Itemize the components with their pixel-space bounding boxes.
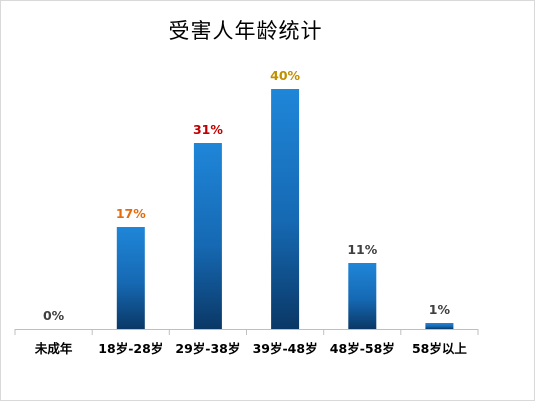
data-label-4: 40%	[270, 68, 300, 83]
data-label-3: 31%	[193, 122, 223, 137]
data-label-2: 17%	[116, 206, 146, 221]
x-tick-label-1: 未成年	[34, 341, 73, 356]
bar-6	[425, 323, 454, 329]
x-tick-label-5: 48岁-58岁	[330, 341, 395, 356]
bar-5	[348, 263, 377, 329]
data-label-6: 1%	[429, 302, 451, 317]
bar-3	[193, 143, 222, 329]
x-tick-label-4: 39岁-48岁	[253, 341, 318, 356]
bar-4	[271, 89, 300, 329]
x-tick-label-6: 58岁以上	[412, 341, 467, 356]
data-label-1: 0%	[43, 308, 65, 323]
x-tick-label-2: 18岁-28岁	[98, 341, 163, 356]
chart-title: 受害人年龄统计	[168, 19, 323, 43]
bar-2	[116, 227, 145, 329]
x-tick-label-3: 29岁-38岁	[175, 341, 240, 356]
data-label-5: 11%	[347, 242, 377, 257]
